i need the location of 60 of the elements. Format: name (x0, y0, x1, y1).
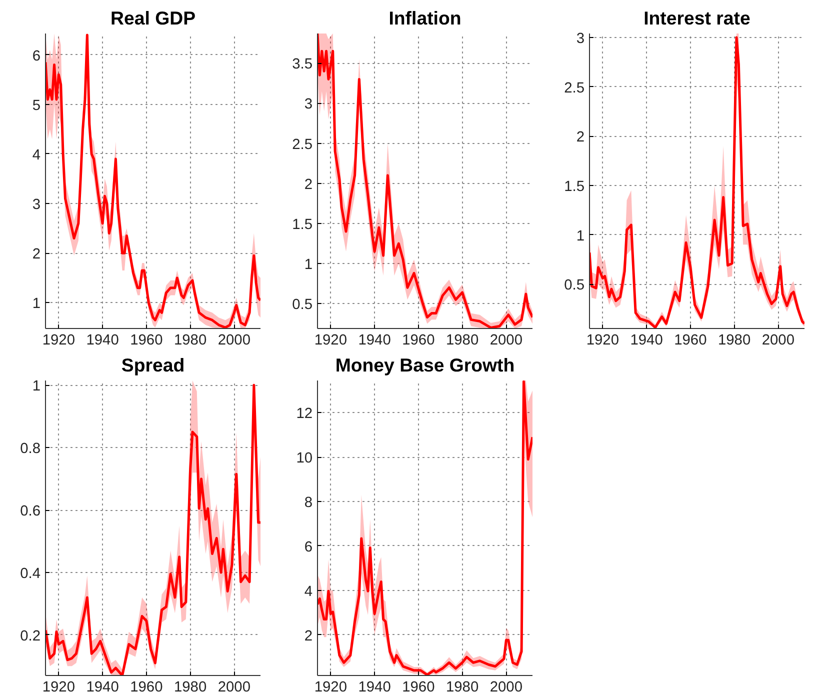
x-tick-label: 1980 (174, 680, 207, 694)
y-tick-label: 0.5 (292, 297, 312, 314)
y-tick-label: 4 (304, 584, 313, 600)
x-tick-label: 1960 (402, 680, 435, 694)
y-tick-label: 1.5 (292, 216, 312, 233)
y-tick-label: 3 (304, 96, 313, 113)
y-tick-label: 1 (576, 228, 585, 244)
x-tick-label: 1940 (86, 332, 119, 348)
y-tick-label: 8 (304, 495, 313, 512)
x-tick-label: 1980 (446, 680, 479, 694)
y-tick-label: 1 (32, 378, 41, 395)
y-tick-label: 6 (32, 48, 41, 64)
x-tick-label: 1920 (586, 332, 619, 348)
x-tick-label: 2000 (490, 680, 522, 694)
x-tick-label: 1960 (674, 332, 707, 348)
x-tick-label: 2000 (490, 332, 522, 348)
x-tick-label: 1960 (402, 332, 435, 348)
y-tick-label: 0.4 (20, 566, 40, 582)
chart-title: Inflation (388, 8, 462, 28)
y-tick-label: 0.5 (564, 278, 584, 294)
x-tick-label: 1980 (446, 332, 479, 348)
y-tick-label: 0.6 (20, 504, 40, 520)
y-tick-label: 2.5 (292, 136, 312, 153)
y-tick-label: 6 (304, 539, 313, 556)
y-tick-label: 0.2 (20, 628, 40, 644)
y-tick-label: 1 (304, 257, 313, 274)
x-tick-label: 1960 (130, 332, 163, 348)
x-tick-label: 2000 (218, 680, 250, 694)
x-tick-label: 1940 (630, 332, 663, 348)
y-tick-label: 2 (32, 246, 41, 263)
x-tick-label: 1920 (314, 332, 347, 348)
x-tick-label: 1940 (358, 680, 391, 694)
y-tick-label: 0.8 (20, 441, 40, 458)
y-tick-label: 5 (32, 98, 41, 114)
x-tick-label: 1920 (42, 332, 75, 348)
y-tick-label: 3.5 (292, 56, 312, 73)
y-tick-label: 12 (296, 406, 313, 422)
x-tick-label: 1980 (718, 332, 751, 348)
x-tick-label: 1920 (42, 680, 75, 694)
x-tick-label: 1940 (358, 332, 391, 348)
y-tick-label: 3 (32, 197, 41, 214)
y-tick-label: 3 (576, 30, 585, 47)
chart-title: Interest rate (644, 8, 750, 28)
y-tick-label: 1 (32, 296, 41, 312)
y-tick-label: 2.5 (564, 80, 584, 96)
y-tick-label: 1.5 (564, 178, 584, 195)
y-tick-label: 2 (304, 176, 313, 193)
y-tick-label: 2 (576, 130, 585, 146)
y-tick-label: 4 (32, 147, 41, 164)
x-tick-label: 2000 (218, 332, 250, 348)
y-tick-label: 2 (304, 628, 313, 644)
x-tick-label: 1940 (86, 680, 119, 694)
x-tick-label: 1920 (314, 680, 347, 694)
chart-title: Money Base Growth (335, 354, 515, 376)
x-tick-label: 1980 (174, 332, 207, 348)
chart-title: Real GDP (110, 8, 196, 28)
x-tick-label: 1960 (130, 680, 163, 694)
chart-title: Spread (121, 354, 185, 376)
y-tick-label: 10 (296, 450, 313, 467)
x-tick-label: 2000 (762, 332, 794, 348)
